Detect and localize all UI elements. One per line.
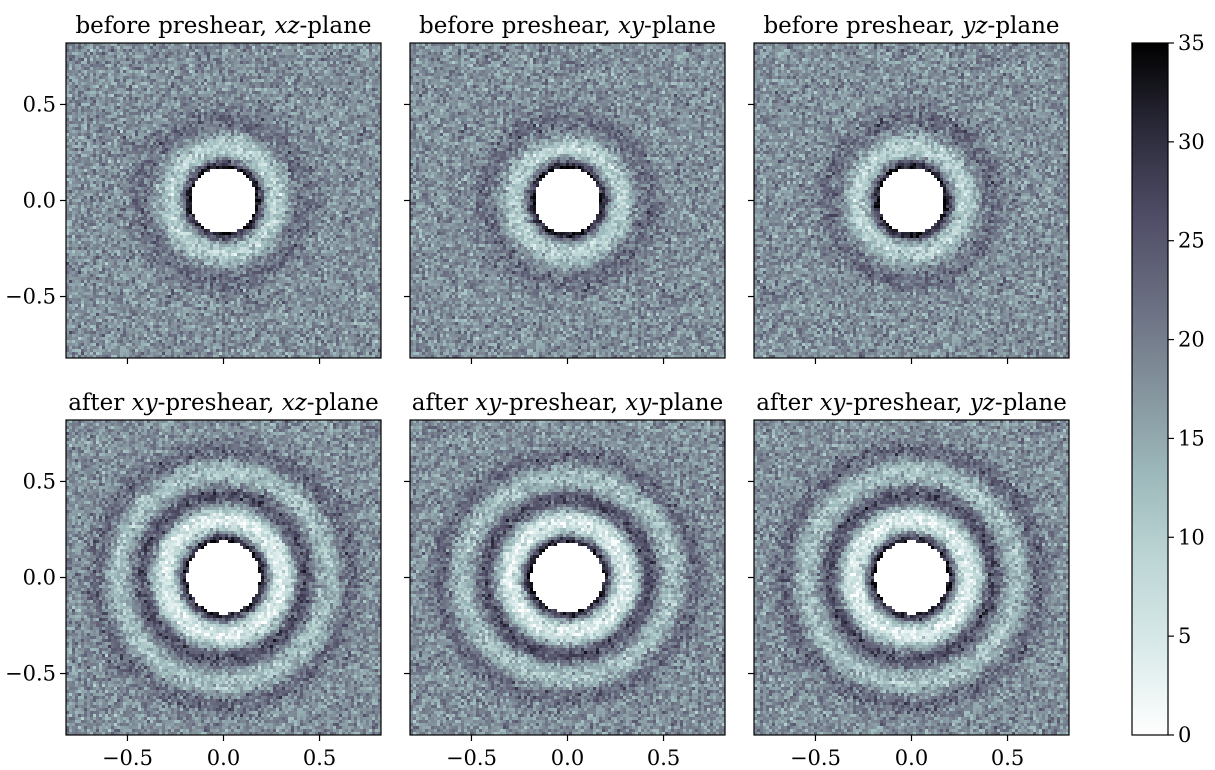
colorbar-tick-label: 25 <box>1178 229 1205 253</box>
heatmap-image <box>410 420 725 735</box>
panel-title: after xy-preshear, xz-plane <box>68 390 379 416</box>
x-tick-label: 0.0 <box>895 746 928 770</box>
x-tick-label: −0.5 <box>102 746 153 770</box>
colorbar-tick-label: 0 <box>1178 723 1191 747</box>
colorbar-tick-label: 5 <box>1178 624 1191 648</box>
heatmap-image <box>410 43 725 358</box>
y-tick-label: 0.0 <box>23 566 56 590</box>
x-tick-label: 0.5 <box>991 746 1024 770</box>
heatmap-image <box>66 43 381 358</box>
panel-title: before preshear, xy-plane <box>419 13 716 39</box>
heatmap-image <box>66 420 381 735</box>
y-tick-label: 0.5 <box>23 92 56 116</box>
heatmap-panel: after xy-preshear, xy-plane −0.5 0.0 0.5 <box>404 390 726 770</box>
heatmap-panel: after xy-preshear, yz-plane −0.5 0.0 0.5 <box>748 390 1070 770</box>
panel-title: before preshear, yz-plane <box>763 13 1059 39</box>
colorbar-tick-label: 20 <box>1178 328 1205 352</box>
heatmap-image <box>754 420 1069 735</box>
y-tick-label: −0.5 <box>5 662 56 686</box>
colorbar-tick-label: 15 <box>1178 426 1205 450</box>
panel-title: before preshear, xz-plane <box>75 13 371 39</box>
colorbar: 0 5 10 15 20 25 30 35 <box>1131 31 1205 747</box>
y-tick-label: 0.5 <box>23 469 56 493</box>
x-tick-label: 0.5 <box>303 746 336 770</box>
heatmap-panel: before preshear, xz-plane 0.5 0.0 −0.5 <box>5 13 382 364</box>
y-tick-label: 0.0 <box>23 189 56 213</box>
x-tick-label: 0.0 <box>207 746 240 770</box>
x-tick-label: 0.0 <box>551 746 584 770</box>
heatmap-panel: after xy-preshear, xz-plane −0.5 0.0 0.5 0.5… <box>5 390 382 770</box>
x-tick-label: −0.5 <box>446 746 497 770</box>
colorbar-tick-label: 10 <box>1178 525 1205 549</box>
colorbar-tick-label: 35 <box>1178 31 1205 55</box>
colorbar-tick-label: 30 <box>1178 130 1205 154</box>
panel-title: after xy-preshear, yz-plane <box>756 390 1067 416</box>
colorbar-frame <box>1131 42 1169 736</box>
x-tick-label: 0.5 <box>647 746 680 770</box>
x-tick-label: −0.5 <box>790 746 841 770</box>
colorbar-gradient <box>1132 43 1168 735</box>
heatmap-image <box>754 43 1069 358</box>
panel-title: after xy-preshear, xy-plane <box>412 390 723 416</box>
heatmap-panel: before preshear, xy-plane <box>404 13 726 364</box>
y-tick-label: −0.5 <box>5 285 56 309</box>
heatmap-panel: before preshear, yz-plane <box>748 13 1070 364</box>
